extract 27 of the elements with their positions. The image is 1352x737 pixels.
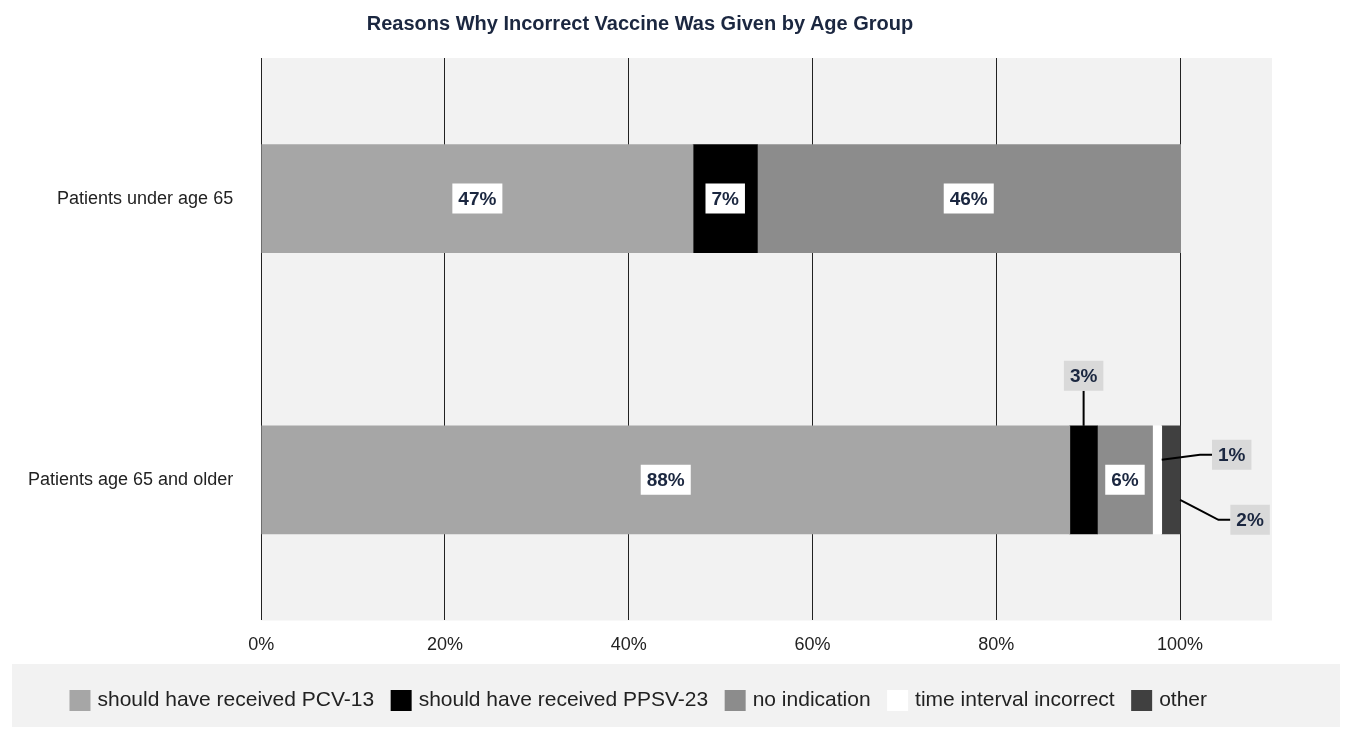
x-tick-label: 80% — [978, 634, 1015, 655]
y-tick-label: Patients age 65 and older — [28, 468, 234, 489]
bar — [1161, 425, 1181, 535]
data-label: 88% — [646, 469, 685, 491]
x-tick-label: 20% — [426, 634, 463, 655]
bar — [261, 144, 694, 253]
y-tick-label: Patients under age 65 — [57, 187, 234, 208]
bar — [757, 144, 1181, 253]
chart-title: Reasons Why Incorrect Vaccine Was Given by Age Group — [366, 11, 914, 34]
x-tick-label: 60% — [794, 634, 831, 655]
data-label: 1% — [1217, 444, 1246, 466]
x-tick-label: 40% — [610, 634, 647, 655]
x-tick-label: 0% — [248, 634, 275, 655]
legend-label: other — [1159, 687, 1208, 711]
data-label: 47% — [458, 187, 497, 209]
legend-label: no indication — [752, 687, 871, 711]
x-tick-label: 100% — [1157, 634, 1204, 655]
legend-label: time interval incorrect — [915, 687, 1115, 711]
data-label: 2% — [1236, 509, 1264, 531]
data-label: 46% — [949, 187, 988, 209]
bar — [1152, 425, 1163, 535]
bar — [261, 425, 1071, 535]
data-label: 3% — [1069, 365, 1098, 387]
legend-label: should have received PPSV-23 — [418, 687, 709, 711]
data-label: 6% — [1111, 469, 1139, 491]
legend-label: should have received PCV-13 — [97, 687, 375, 711]
data-label: 7% — [711, 187, 740, 209]
